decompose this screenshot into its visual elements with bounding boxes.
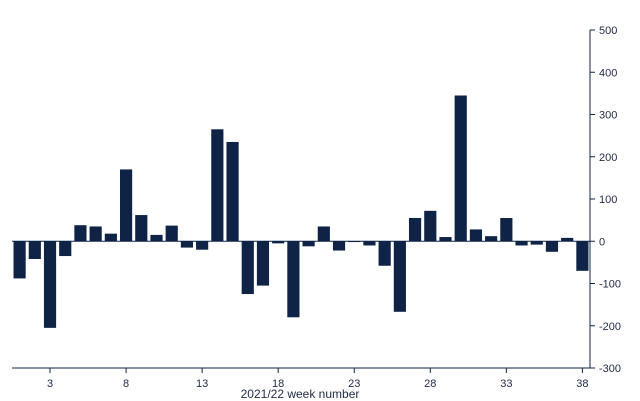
x-tick-label: 23	[348, 378, 360, 390]
bar	[515, 241, 528, 246]
bar	[500, 218, 513, 242]
bar	[272, 241, 285, 244]
x-tick-label: 33	[500, 378, 512, 390]
y-ticks: 500 400 300 200 100 0 -100 -200 -300	[590, 25, 621, 375]
bar	[469, 229, 483, 242]
x-tick-label: 28	[424, 378, 436, 390]
x-tick-label: 18	[272, 378, 284, 390]
y-tick-label: 0	[599, 236, 605, 248]
bar	[439, 237, 452, 242]
y-tick-label: -100	[599, 279, 621, 291]
bar	[256, 241, 270, 286]
y-tick-label: 200	[599, 152, 617, 164]
bar	[180, 241, 194, 248]
bar	[408, 218, 422, 242]
y-tick-label: 500	[599, 25, 617, 37]
bar	[332, 241, 346, 251]
bar	[424, 210, 437, 242]
x-tick-label: 3	[47, 378, 53, 390]
bar	[196, 241, 209, 250]
x-ticks: 3 8 13 18 23 28 33 38	[47, 368, 589, 390]
bar	[485, 236, 498, 242]
bar	[104, 233, 117, 242]
bar	[576, 241, 589, 271]
bar	[561, 237, 574, 242]
bar	[378, 241, 391, 266]
bar	[165, 225, 178, 242]
bar	[89, 226, 102, 242]
bar	[28, 241, 41, 259]
bar	[135, 215, 148, 242]
bar	[211, 129, 224, 242]
bar	[287, 241, 300, 318]
bars-layer	[13, 95, 589, 328]
x-tick-label: 13	[196, 378, 208, 390]
bar	[363, 241, 376, 246]
y-tick-label: -300	[599, 363, 621, 375]
bar	[150, 234, 163, 242]
bar	[74, 225, 87, 242]
y-tick-label: -200	[599, 321, 621, 333]
bar	[302, 241, 315, 247]
y-tick-label: 300	[599, 110, 617, 122]
bar	[119, 169, 133, 242]
x-tick-label: 38	[576, 378, 588, 390]
bar	[241, 241, 254, 295]
bar	[530, 241, 543, 245]
bar	[393, 241, 406, 312]
bar	[13, 241, 26, 279]
y-tick-label: 400	[599, 67, 617, 79]
bar	[545, 241, 559, 252]
x-axis-title: 2021/22 week number	[241, 387, 360, 401]
bar	[43, 241, 57, 328]
bar	[59, 241, 72, 257]
x-tick-label: 8	[123, 378, 129, 390]
bar	[317, 226, 330, 242]
bar	[454, 95, 467, 242]
bar	[226, 141, 239, 242]
y-tick-label: 100	[599, 194, 617, 206]
